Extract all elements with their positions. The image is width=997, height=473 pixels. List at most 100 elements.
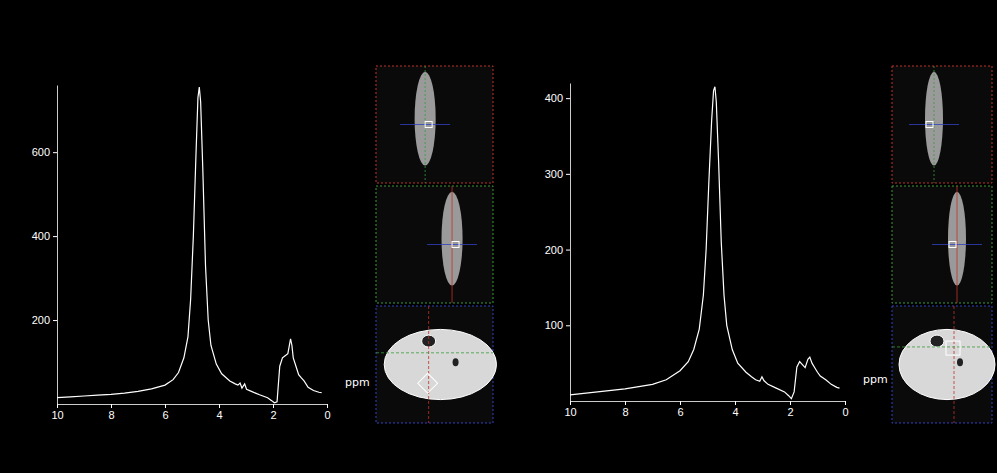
crosshair-h (909, 124, 959, 125)
x-tick-mark (845, 401, 846, 405)
x-tick-mark (680, 401, 681, 405)
thumbnail-frame (892, 186, 992, 303)
x-axis: 10 8 6 4 2 0 (51, 404, 330, 421)
y-tick-mark (566, 250, 570, 251)
background (0, 0, 997, 473)
crosshair-v (428, 306, 429, 423)
x-tick-label: 4 (216, 409, 222, 421)
x-tick-mark (165, 404, 166, 408)
x-tick-label: 0 (324, 409, 330, 421)
x-tick-mark (219, 404, 220, 408)
y-tick-mark (566, 174, 570, 175)
x-axis-line (58, 404, 328, 405)
x-axis-title: ppm (345, 376, 370, 389)
x-tick: 8 (108, 404, 114, 421)
voxel (946, 341, 960, 355)
voxel (425, 122, 432, 128)
y-tick-label: 300 (545, 168, 563, 180)
x-tick-label: 2 (270, 409, 276, 421)
crosshair-v (954, 306, 955, 423)
thumbnail (892, 306, 995, 423)
y-tick: 600 (32, 146, 57, 158)
thumbnail (376, 306, 497, 423)
x-tick-label: 10 (51, 409, 63, 421)
x-tick-label: 8 (108, 409, 114, 421)
thumbnail-frame (376, 66, 493, 183)
y-tick: 300 (545, 168, 570, 180)
y-tick-label: 100 (545, 319, 563, 331)
mri-thumbnails (892, 66, 995, 423)
voxel (452, 242, 459, 248)
y-axis-line (57, 86, 58, 405)
x-tick: 4 (732, 401, 738, 418)
y-axis-line (570, 84, 571, 402)
y-tick-label: 400 (32, 230, 50, 242)
x-tick-label: 4 (732, 406, 738, 418)
crosshair-h (892, 346, 992, 347)
x-tick: 2 (787, 401, 793, 418)
x-axis-title: ppm (863, 373, 888, 386)
y-axis: 200 400 600 (32, 86, 58, 405)
y-tick-mark (53, 320, 57, 321)
y-tick: 200 (545, 244, 570, 256)
x-tick-mark (111, 404, 112, 408)
thumbnail-frame (892, 66, 992, 183)
x-tick-label: 2 (787, 406, 793, 418)
thumbnail (376, 186, 493, 303)
thumbnail (376, 66, 493, 183)
x-tick: 6 (162, 404, 168, 421)
voxel (949, 242, 956, 248)
x-tick: 2 (270, 404, 276, 421)
y-tick-mark (53, 236, 57, 237)
x-tick-label: 6 (162, 409, 168, 421)
y-tick-label: 400 (545, 92, 563, 104)
fibula (957, 358, 963, 366)
thumbnail (892, 186, 992, 303)
x-tick: 8 (622, 401, 628, 418)
y-tick-mark (53, 152, 57, 153)
thumbnail-frame (376, 186, 493, 303)
spectrum-line (57, 87, 322, 403)
crosshair-h (932, 244, 982, 245)
spectrum-line (570, 87, 840, 399)
x-tick-mark (625, 401, 626, 405)
x-tick: 4 (216, 404, 222, 421)
thumbnail (892, 66, 992, 183)
y-tick: 100 (545, 319, 570, 331)
x-tick-mark (273, 404, 274, 408)
x-tick-label: 6 (677, 406, 683, 418)
leg-cross-section (384, 329, 496, 399)
y-axis: 100 200 300 400 (545, 84, 571, 402)
x-tick: 10 (564, 401, 576, 418)
fibula (453, 358, 459, 366)
x-tick-label: 0 (842, 406, 848, 418)
x-tick: 0 (324, 404, 330, 421)
y-tick: 400 (32, 230, 57, 242)
canvas: 10 8 6 4 2 0 200 400 600 ppm 10 8 6 4 2 0 100 200 300 400 pp… (0, 0, 997, 473)
y-tick: 400 (545, 92, 570, 104)
voxel (418, 373, 438, 393)
x-tick-mark (790, 401, 791, 405)
y-tick-label: 200 (545, 244, 563, 256)
y-tick-mark (566, 325, 570, 326)
x-tick-label: 8 (622, 406, 628, 418)
tibia (930, 335, 944, 347)
y-tick: 200 (32, 314, 57, 326)
x-tick-mark (570, 401, 571, 405)
x-axis: 10 8 6 4 2 0 (564, 401, 848, 418)
y-tick-label: 200 (32, 314, 50, 326)
x-tick-mark (735, 401, 736, 405)
plot-area (57, 87, 322, 403)
x-axis-line (571, 401, 846, 402)
panel: 10 8 6 4 2 0 200 400 600 ppm (32, 66, 497, 423)
mri-thumbnails (376, 66, 497, 423)
x-tick-mark (327, 404, 328, 408)
x-tick-mark (57, 404, 58, 408)
x-tick: 10 (51, 404, 63, 421)
plot-area (570, 87, 840, 399)
crosshair-h (376, 352, 493, 353)
leg-cross-section (899, 329, 995, 399)
x-tick: 6 (677, 401, 683, 418)
voxel (926, 122, 933, 128)
y-tick-label: 600 (32, 146, 50, 158)
